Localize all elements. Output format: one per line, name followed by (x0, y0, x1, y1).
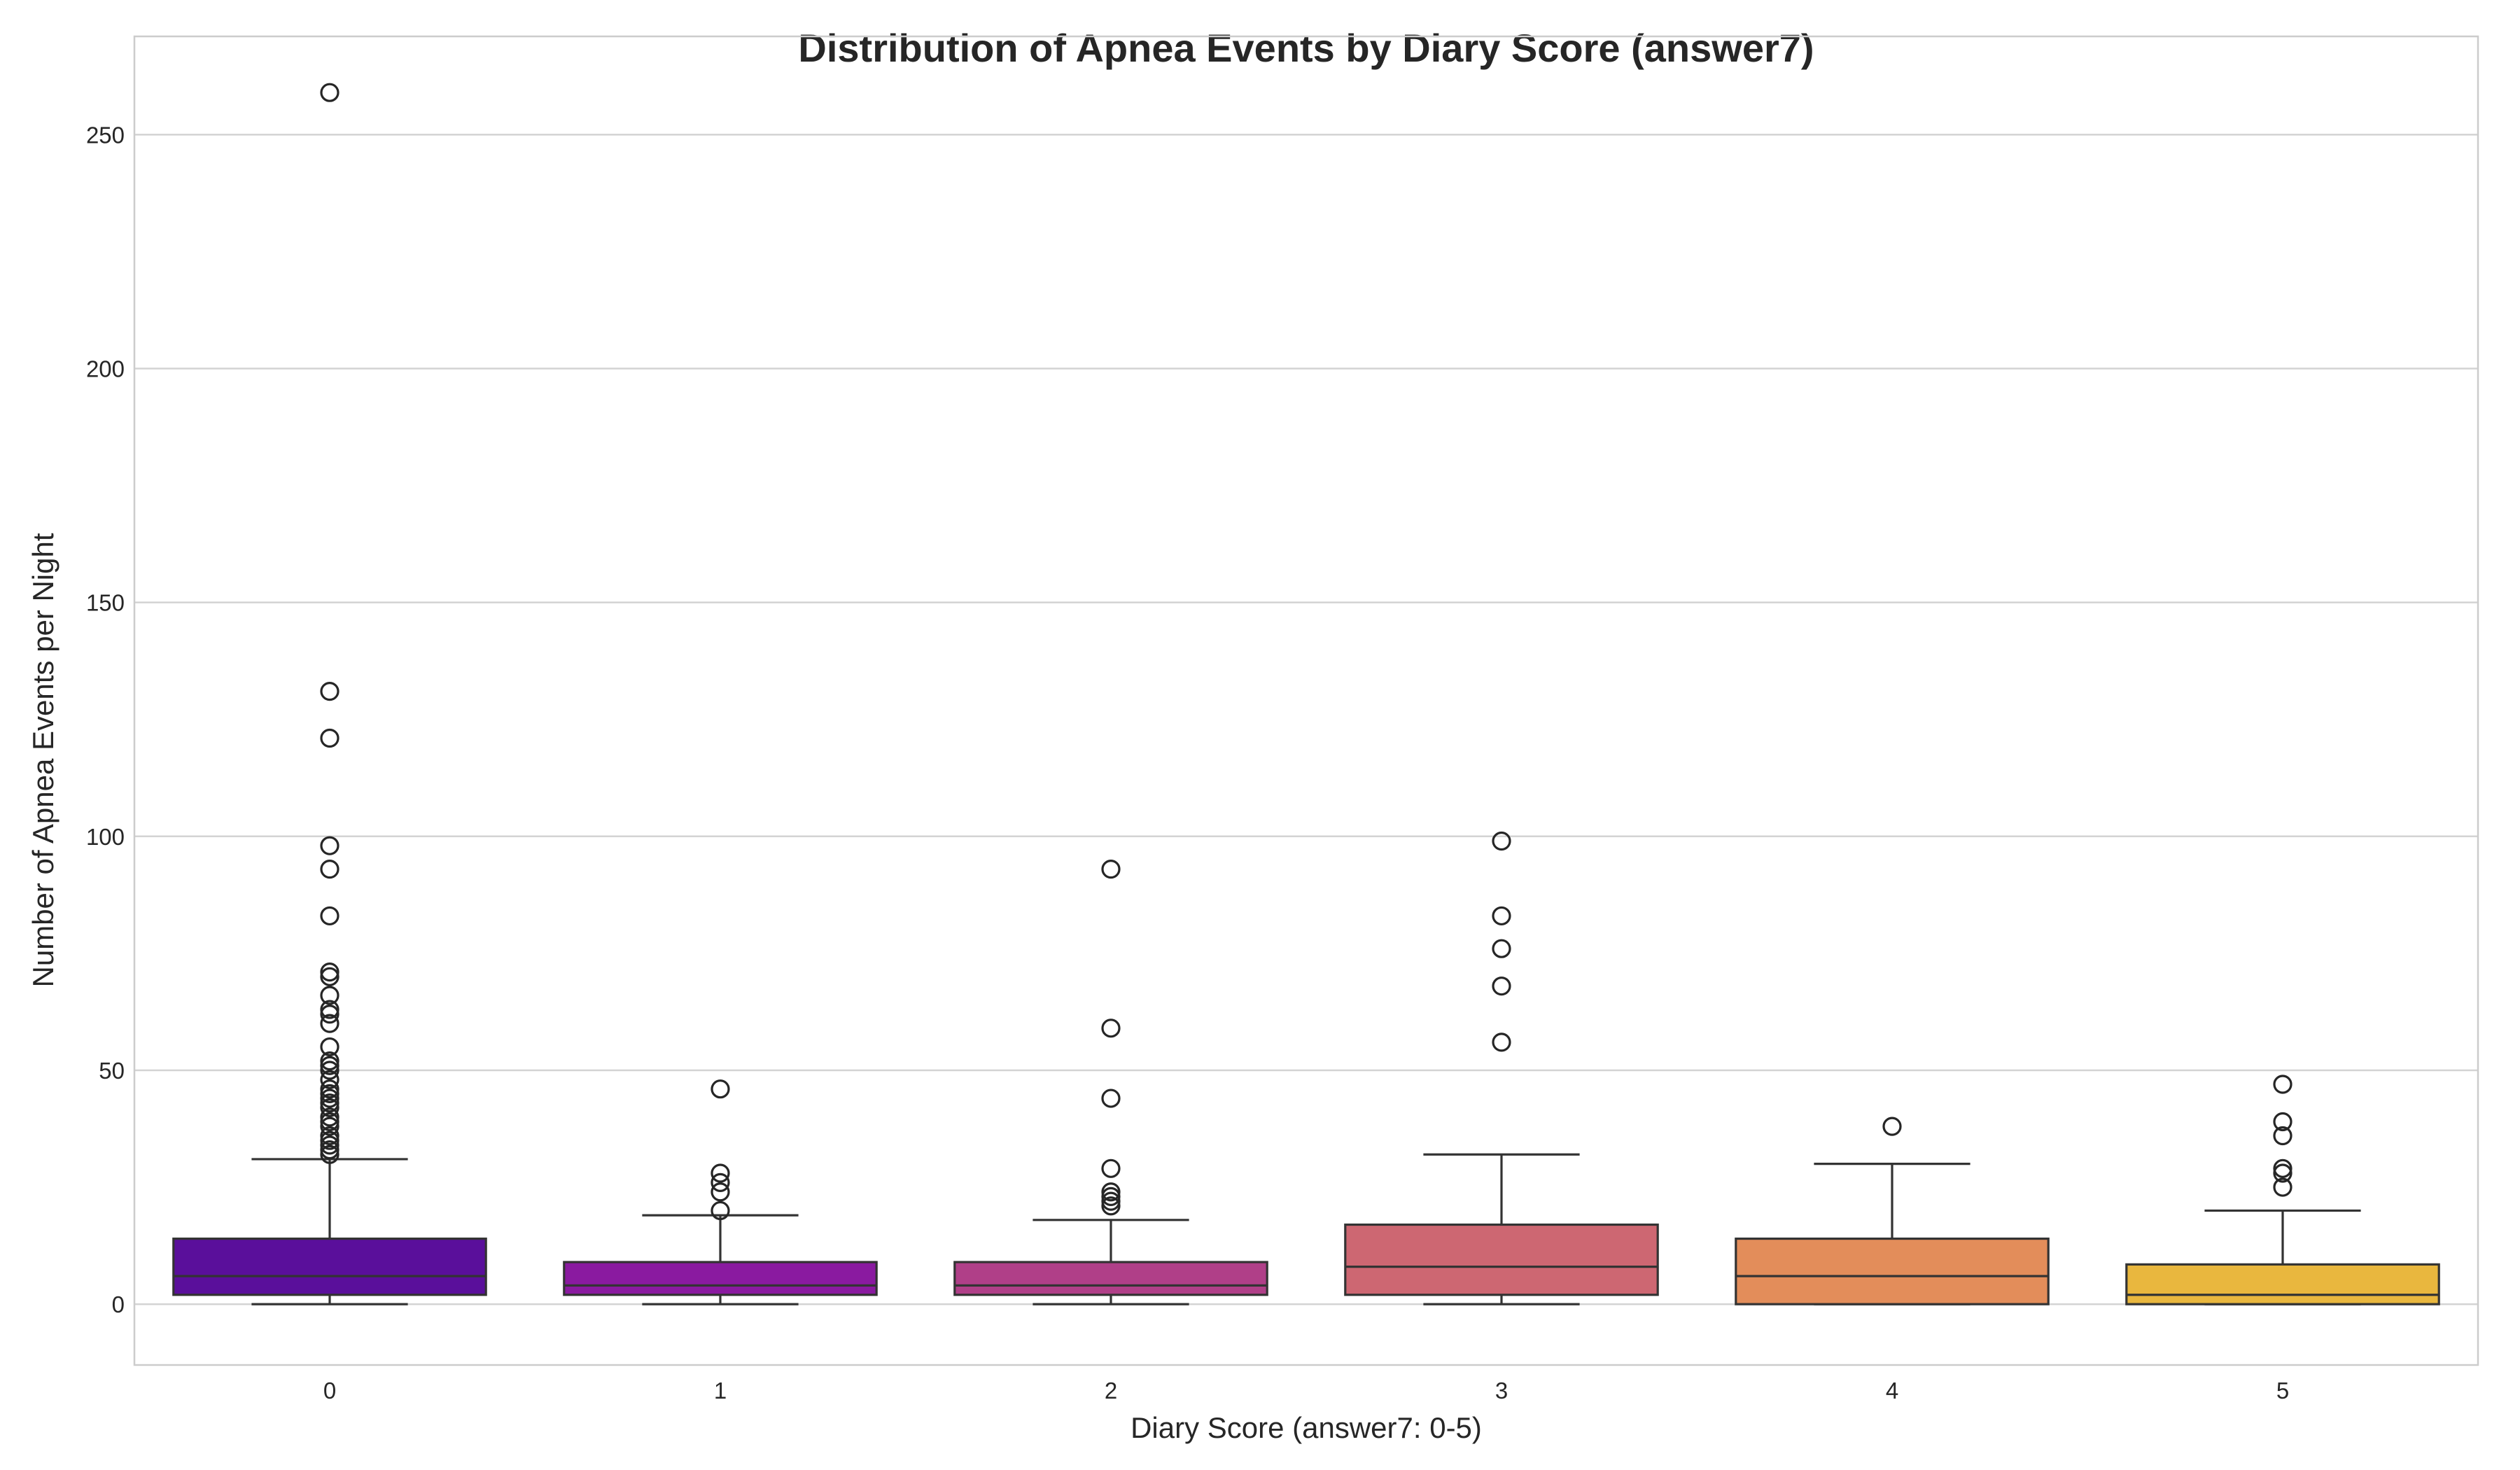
x-tick-label: 0 (323, 1378, 336, 1404)
outlier-point (1101, 1158, 1121, 1178)
outlier-point (320, 1093, 340, 1113)
outlier-point (320, 682, 340, 701)
outlier-point (320, 906, 340, 926)
outlier-point (1101, 1196, 1121, 1216)
outlier-point (1492, 831, 1511, 851)
x-tick-label: 2 (1105, 1378, 1117, 1404)
outlier-point (1492, 1032, 1511, 1052)
outlier-point (320, 1140, 340, 1160)
outlier-point (1101, 1186, 1121, 1207)
box-5 (2125, 1263, 2440, 1306)
outlier-point (320, 1004, 340, 1024)
outlier-point (2273, 1163, 2292, 1183)
outlier-point (320, 1070, 340, 1089)
x-tick-label: 3 (1495, 1378, 1508, 1404)
y-tick-label: 200 (86, 356, 125, 382)
box-2 (953, 1261, 1268, 1296)
axis-ticks: 0 50 100 150 200 250 0 1 2 3 4 5 (86, 122, 2289, 1404)
outlier-point (2273, 1074, 2292, 1094)
outlier-point (320, 836, 340, 855)
y-tick-label: 250 (86, 122, 125, 148)
outlier-point (710, 1182, 730, 1202)
outlier-point (320, 1051, 340, 1071)
outlier-point (1101, 1088, 1121, 1108)
box-1 (563, 1261, 878, 1296)
outlier-point (320, 1116, 340, 1136)
outlier-point (1101, 859, 1121, 879)
outlier-point (320, 1098, 340, 1118)
outlier-point (1101, 1191, 1121, 1211)
outlier-point (2273, 1112, 2292, 1132)
outlier-point (320, 1144, 340, 1164)
outlier-point (320, 83, 340, 102)
outlier-point (320, 1135, 340, 1155)
outlier-point (320, 967, 340, 986)
outlier-point (320, 962, 340, 982)
outlier-point (320, 1056, 340, 1075)
y-tick-label: 0 (112, 1292, 125, 1317)
outlier-point (710, 1172, 730, 1192)
outlier-point (320, 1130, 340, 1150)
x-tick-label: 1 (714, 1378, 727, 1404)
outlier-point (1882, 1116, 1902, 1136)
outlier-point (320, 1107, 340, 1127)
chart-title: Distribution of Apnea Events by Diary Sc… (798, 26, 1814, 70)
outlier-point (1101, 1018, 1121, 1038)
outlier-point (320, 1060, 340, 1080)
y-tick-label: 150 (86, 590, 125, 616)
box-4 (1735, 1237, 2050, 1306)
y-axis-label: Number of Apnea Events per Night (27, 533, 59, 987)
outlier-point (320, 1014, 340, 1033)
outlier-point (710, 1079, 730, 1099)
outlier-point (710, 1200, 730, 1221)
outlier-point (320, 1037, 340, 1057)
outlier-point (1492, 939, 1511, 958)
outlier-point (2273, 1177, 2292, 1197)
outlier-points (320, 83, 2292, 1221)
outlier-point (320, 986, 340, 1005)
outlier-point (1492, 906, 1511, 926)
outlier-point (320, 859, 340, 879)
outlier-point (1492, 976, 1511, 996)
outlier-point (320, 1112, 340, 1132)
outlier-point (320, 1088, 340, 1108)
outlier-point (320, 728, 340, 748)
outlier-point (1101, 1182, 1121, 1202)
y-tick-label: 50 (99, 1058, 125, 1084)
x-tick-label: 5 (2276, 1378, 2289, 1404)
outlier-point (2273, 1126, 2292, 1146)
grid-lines (134, 134, 2478, 1306)
outlier-point (2273, 1158, 2292, 1178)
y-tick-label: 100 (86, 824, 125, 850)
outlier-point (320, 1126, 340, 1146)
x-tick-label: 4 (1886, 1378, 1898, 1404)
x-axis-label: Diary Score (answer7: 0-5) (1130, 1411, 1482, 1444)
box-0 (172, 1237, 487, 1296)
box-series (172, 1153, 2440, 1306)
outlier-point (320, 1079, 340, 1099)
outlier-point (320, 1084, 340, 1103)
plot-area-frame (133, 35, 2479, 1366)
outlier-point (710, 1163, 730, 1183)
box-3 (1344, 1223, 1659, 1296)
outlier-point (320, 1000, 340, 1019)
